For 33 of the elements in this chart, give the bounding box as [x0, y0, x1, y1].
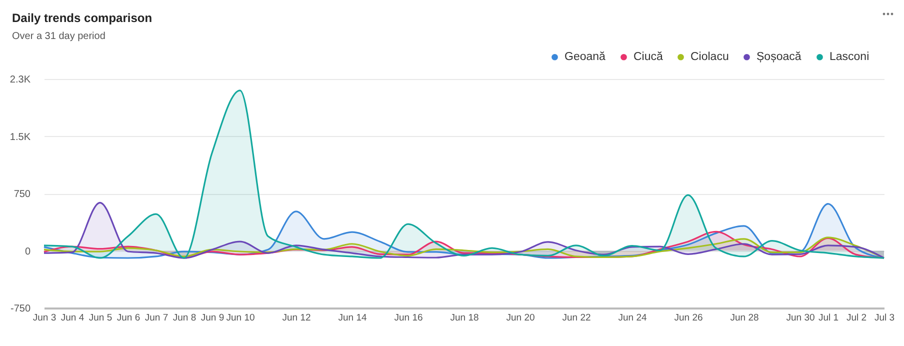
x-tick-label: Jun 14 — [338, 312, 367, 324]
legend-label: Geoană — [564, 51, 606, 64]
x-tick-label: Jul 1 — [818, 312, 839, 324]
x-tick-label: Jun 3 — [32, 312, 56, 324]
y-tick-label: 2.3K — [10, 74, 31, 86]
chart-title: Daily trends comparison — [12, 11, 152, 25]
chart-subtitle: Over a 31 day period — [12, 31, 106, 42]
x-tick-label: Jun 10 — [226, 312, 255, 324]
x-tick-label: Jun 6 — [116, 312, 140, 324]
y-tick-label: -750 — [10, 304, 31, 314]
x-tick-label: Jun 8 — [172, 312, 196, 324]
x-tick-label: Jul 2 — [846, 312, 867, 324]
x-tick-label: Jun 7 — [144, 312, 168, 324]
legend-label: Șoșoacă — [756, 51, 802, 64]
x-tick-label: Jun 16 — [394, 312, 423, 324]
x-tick-label: Jun 12 — [282, 312, 311, 324]
x-tick-label: Jun 24 — [618, 312, 647, 324]
x-tick-label: Jun 4 — [60, 312, 84, 324]
y-tick-label: 750 — [14, 189, 31, 200]
y-tick-label: 1.5K — [10, 132, 31, 143]
x-tick-label: Jun 26 — [674, 312, 703, 324]
x-tick-label: Jun 30 — [786, 312, 815, 324]
x-tick-label: Jun 18 — [450, 312, 479, 324]
legend-label: Ciolacu — [690, 51, 729, 64]
x-tick-label: Jul 3 — [874, 312, 895, 324]
x-tick-label: Jun 9 — [200, 312, 224, 324]
y-tick-label: 0 — [24, 246, 31, 258]
x-tick-label: Jun 20 — [506, 312, 535, 324]
x-tick-label: Jun 28 — [730, 312, 759, 324]
x-tick-label: Jun 22 — [562, 312, 591, 324]
x-tick-label: Jun 5 — [88, 312, 112, 324]
legend-label: Lasconi — [830, 51, 870, 64]
legend-label: Ciucă — [634, 51, 664, 64]
